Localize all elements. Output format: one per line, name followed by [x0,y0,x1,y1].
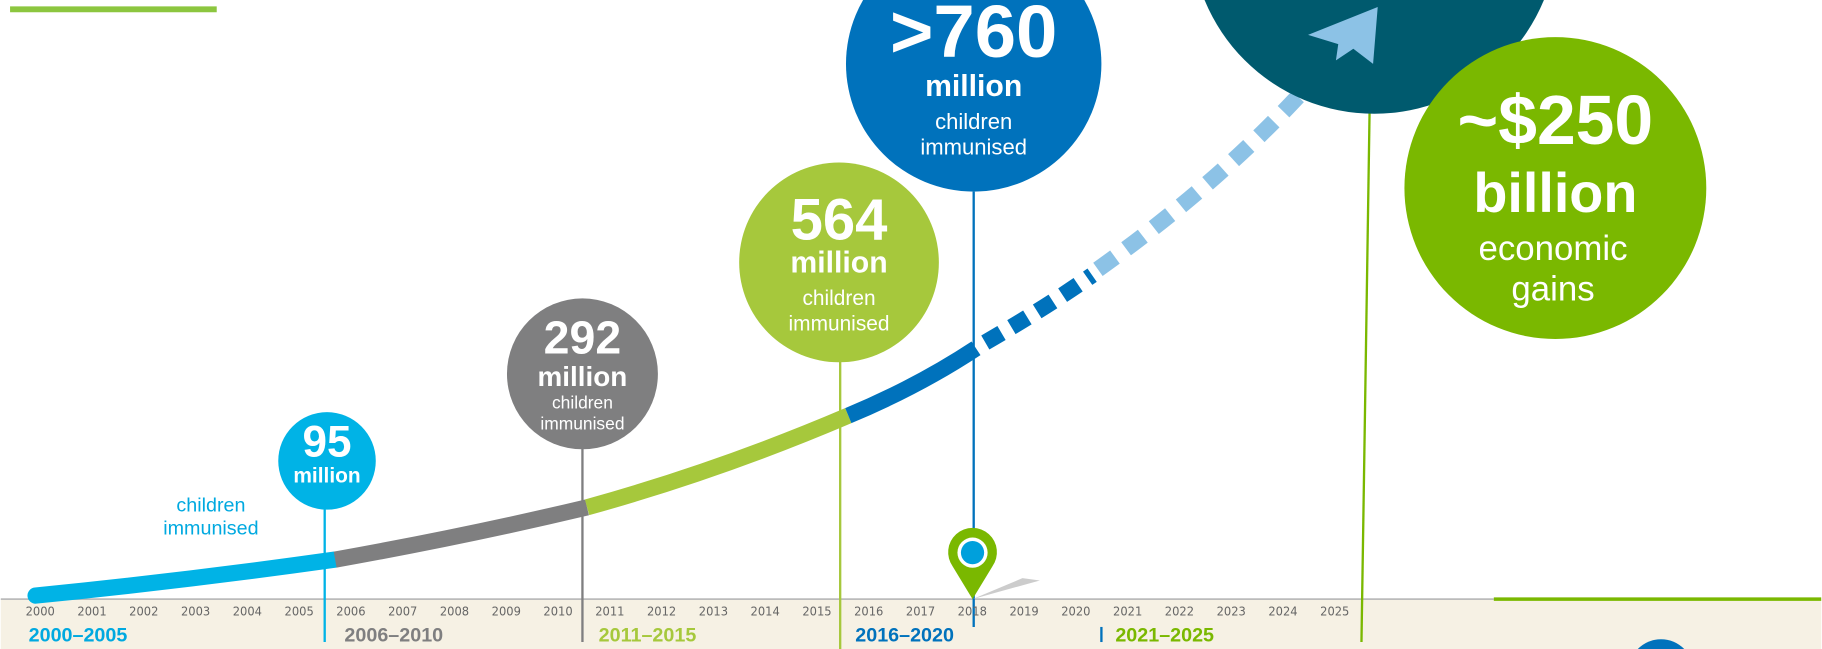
bubble-caption: children [802,287,875,310]
year-label: 2016 [854,604,883,619]
year-label: 2013 [699,604,728,619]
bubble-caption: immunised [789,313,890,336]
period-label: 2000–2005 [29,624,128,646]
year-label: 2001 [77,604,106,619]
year-label: 2008 [440,604,469,619]
bubble-number: 292 [544,312,621,364]
year-label: 2018 [958,604,987,619]
year-label: 2011 [595,604,624,619]
bubble-unit: million [293,465,360,488]
arrowhead [1308,6,1378,64]
bubble-caption: children [176,494,245,516]
bubble-caption: children [935,109,1012,134]
pin-icon [960,541,985,565]
bubble-number: 95 [302,417,351,466]
year-label: 2004 [233,604,262,619]
bubble-caption: immunised [920,134,1027,159]
bubble-unit: million [925,70,1022,103]
year-label: 2023 [1217,604,1246,619]
bubble-caption: immunised [163,518,258,540]
logo [1637,639,1685,649]
bubble-number: 564 [791,187,888,252]
period-label: 2006–2010 [344,624,443,646]
bubble [846,0,1102,192]
bubble-caption: economic [1479,229,1628,268]
year-label: 2020 [1061,604,1090,619]
year-label: 2009 [492,604,521,619]
year-label: 2006 [336,604,365,619]
bubble-caption: immunised [540,414,624,434]
bubble-unit: billion [1473,162,1637,224]
timeline-band [0,599,1822,649]
period-label: 2016–2020 [855,624,954,646]
year-label: 2019 [1009,604,1038,619]
year-label: 2015 [802,604,831,619]
pin-shadow [972,578,1040,600]
dynamic: 2000 2001 2002 2003 2004 2005 2006 2007 2008 2009… [26,0,1707,646]
bubble [1404,37,1707,340]
bubble-unit: million [538,361,628,392]
bubble-number: ~$250 [1458,81,1654,159]
progress-curve [27,62,1331,604]
year-label: 2000 [26,604,55,619]
year-label: 2012 [647,604,676,619]
period-label: 2011–2015 [599,624,697,646]
bubble-caption: children [552,393,613,413]
bubble [739,162,939,363]
year-label: 2024 [1268,604,1297,619]
bubble-number: >760 [890,0,1057,73]
bubble [506,298,658,450]
year-label: 2010 [543,604,572,619]
bubble-unit: million [790,247,887,280]
year-label: 2014 [751,604,780,619]
year-label: 2005 [285,604,314,619]
period-label: 2021–2025 [1115,624,1214,646]
year-label: 2002 [129,604,158,619]
bubble [278,412,376,510]
year-label: 2003 [181,604,210,619]
year-label: 2022 [1165,604,1194,619]
year-label: 2007 [388,604,417,619]
year-label: 2025 [1320,604,1349,619]
year-label: 2021 [1113,604,1142,619]
year-label: 2017 [906,604,935,619]
bubble-caption: gains [1511,270,1594,309]
